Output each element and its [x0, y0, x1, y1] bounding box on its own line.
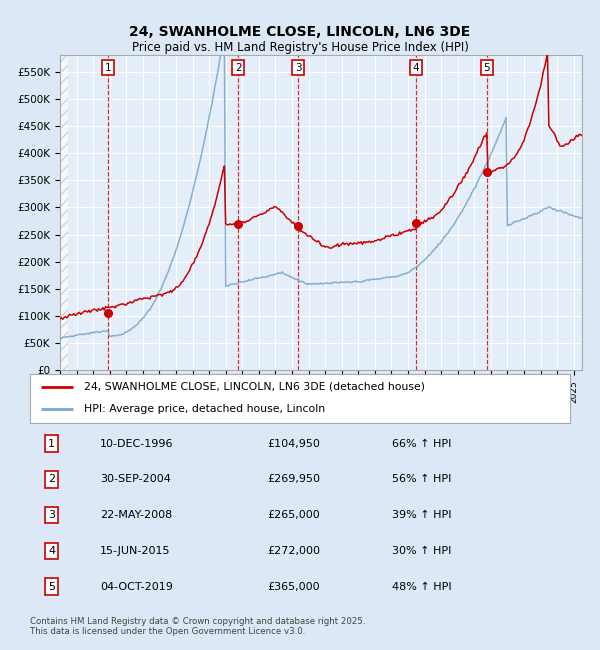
Text: Price paid vs. HM Land Registry's House Price Index (HPI): Price paid vs. HM Land Registry's House … — [131, 41, 469, 54]
Text: HPI: Average price, detached house, Lincoln: HPI: Average price, detached house, Linc… — [84, 404, 325, 414]
Text: 48% ↑ HPI: 48% ↑ HPI — [392, 582, 451, 592]
Text: 1: 1 — [48, 439, 55, 448]
Text: 1: 1 — [105, 63, 112, 73]
Text: 4: 4 — [412, 63, 419, 73]
Text: £272,000: £272,000 — [268, 546, 320, 556]
Text: 2: 2 — [48, 474, 55, 484]
Text: 39% ↑ HPI: 39% ↑ HPI — [392, 510, 451, 520]
Text: £265,000: £265,000 — [268, 510, 320, 520]
Text: 3: 3 — [48, 510, 55, 520]
Text: 24, SWANHOLME CLOSE, LINCOLN, LN6 3DE: 24, SWANHOLME CLOSE, LINCOLN, LN6 3DE — [130, 25, 470, 40]
Text: 24, SWANHOLME CLOSE, LINCOLN, LN6 3DE (detached house): 24, SWANHOLME CLOSE, LINCOLN, LN6 3DE (d… — [84, 382, 425, 392]
Text: 56% ↑ HPI: 56% ↑ HPI — [392, 474, 451, 484]
Text: 15-JUN-2015: 15-JUN-2015 — [100, 546, 170, 556]
Text: £104,950: £104,950 — [268, 439, 320, 448]
Text: 5: 5 — [484, 63, 490, 73]
Text: 10-DEC-1996: 10-DEC-1996 — [100, 439, 174, 448]
Bar — [60, 55, 68, 370]
Text: £269,950: £269,950 — [268, 474, 320, 484]
Text: Contains HM Land Registry data © Crown copyright and database right 2025.
This d: Contains HM Land Registry data © Crown c… — [30, 617, 365, 636]
Text: 3: 3 — [295, 63, 302, 73]
Text: 66% ↑ HPI: 66% ↑ HPI — [392, 439, 451, 448]
Text: £365,000: £365,000 — [268, 582, 320, 592]
Text: 2: 2 — [235, 63, 241, 73]
Text: 4: 4 — [48, 546, 55, 556]
Text: 22-MAY-2008: 22-MAY-2008 — [100, 510, 172, 520]
Text: 30-SEP-2004: 30-SEP-2004 — [100, 474, 171, 484]
Text: 5: 5 — [48, 582, 55, 592]
Text: 30% ↑ HPI: 30% ↑ HPI — [392, 546, 451, 556]
Text: 04-OCT-2019: 04-OCT-2019 — [100, 582, 173, 592]
